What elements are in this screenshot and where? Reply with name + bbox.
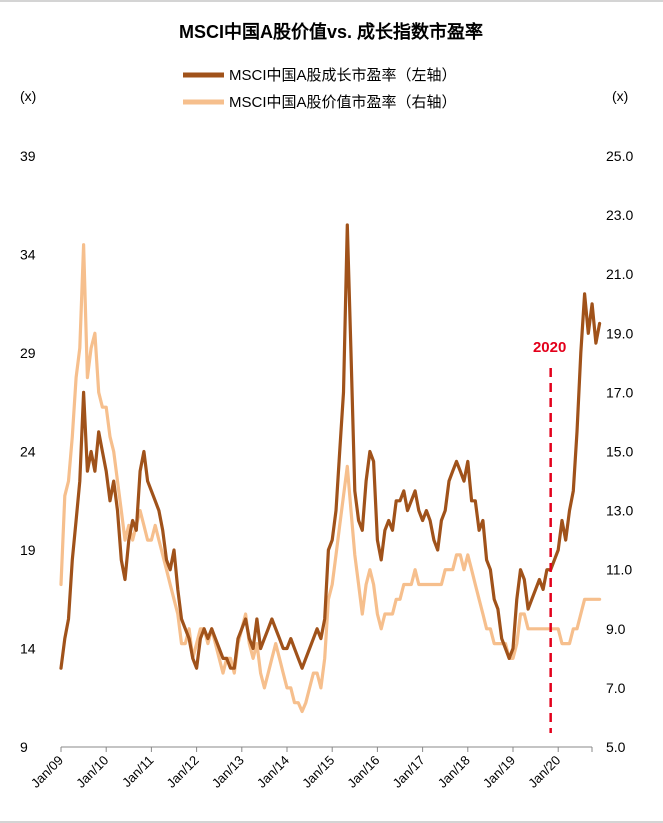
legend-label-value: MSCI中国A股价值市盈率（右轴） — [229, 94, 457, 111]
left-tick-label: 19 — [20, 542, 36, 558]
right-tick-label: 19.0 — [606, 325, 633, 341]
x-tick-label: Jan/16 — [344, 753, 382, 791]
right-axis-ticks: 5.0 7.0 9.0 11.0 13.0 15.0 17.0 19.0 21.0 23.0 25.… — [606, 148, 633, 755]
x-tick-label: Jan/18 — [435, 753, 473, 791]
right-tick-label: 7.0 — [606, 680, 626, 696]
annotation-label: 2020 — [533, 339, 566, 356]
left-tick-label: 39 — [20, 148, 36, 164]
left-axis-ticks: 9 14 19 24 29 34 39 — [20, 148, 36, 755]
right-tick-label: 15.0 — [606, 444, 633, 460]
left-tick-label: 14 — [20, 641, 36, 657]
chart-title: MSCI中国A股价值vs. 成长指数市盈率 — [179, 21, 483, 42]
series-layer — [59, 223, 602, 714]
right-tick-label: 25.0 — [606, 148, 633, 164]
x-axis: Jan/09 Jan/10 Jan/11 Jan/12 Jan/13 Jan/14 Jan/… — [28, 746, 593, 791]
right-axis-unit: (x) — [612, 88, 628, 104]
x-tick-label: Jan/11 — [119, 753, 157, 791]
left-tick-label: 9 — [20, 739, 28, 755]
legend-label-growth: MSCI中国A股成长市盈率（左轴） — [229, 67, 457, 84]
series-line-value — [59, 243, 602, 714]
x-tick-label: Jan/09 — [28, 753, 66, 791]
left-tick-label: 29 — [20, 345, 36, 361]
left-tick-label: 34 — [20, 247, 36, 263]
left-axis-unit: (x) — [20, 88, 36, 104]
legend: MSCI中国A股成长市盈率（左轴） MSCI中国A股价值市盈率（右轴） — [183, 67, 457, 111]
x-tick-label: Jan/12 — [164, 753, 202, 791]
right-tick-label: 9.0 — [606, 621, 626, 637]
x-tick-label: Jan/20 — [525, 753, 563, 791]
series-line-growth — [59, 223, 602, 670]
x-tick-label: Jan/15 — [299, 753, 337, 791]
right-tick-label: 13.0 — [606, 503, 633, 519]
x-tick-label: Jan/14 — [254, 753, 292, 791]
right-tick-label: 21.0 — [606, 266, 633, 282]
annotation-layer: 2020 — [533, 339, 566, 733]
right-tick-label: 17.0 — [606, 384, 633, 400]
x-tick-label: Jan/17 — [390, 753, 428, 791]
right-tick-label: 23.0 — [606, 207, 633, 223]
left-tick-label: 24 — [20, 444, 36, 460]
x-tick-label: Jan/13 — [209, 753, 247, 791]
x-tick-label: Jan/19 — [480, 753, 518, 791]
right-tick-label: 5.0 — [606, 739, 626, 755]
right-tick-label: 11.0 — [606, 562, 632, 578]
x-tick-label: Jan/10 — [73, 753, 111, 791]
